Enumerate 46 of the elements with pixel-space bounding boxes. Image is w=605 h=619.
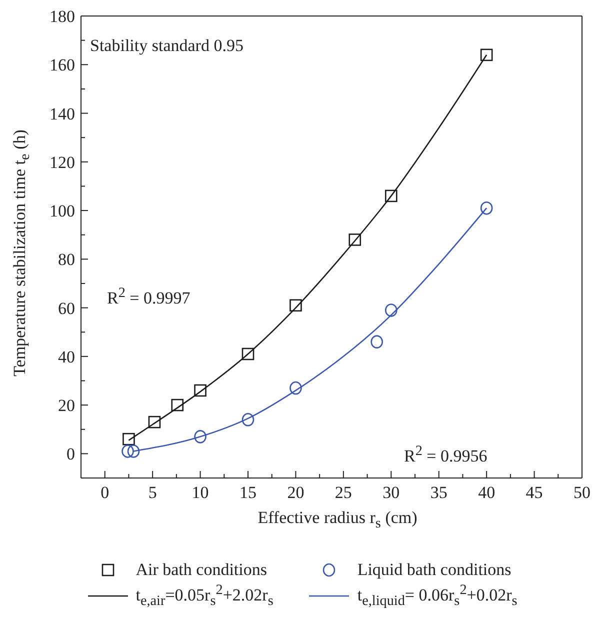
point — [384, 304, 398, 317]
y-tick-label: 0 — [66, 444, 75, 464]
point — [127, 444, 140, 458]
legend-label: t$_{e,air}$=0.05r$_{s}$$^{2}$+2.02r$_{s}$ — [136, 582, 274, 610]
x-tick-label: 40 — [478, 483, 496, 502]
annotation: Stability standard 0.95 — [90, 36, 244, 56]
y-tick-label: 160 — [50, 56, 75, 75]
point — [384, 190, 398, 202]
x-tick-label: 20 — [287, 483, 304, 502]
point — [194, 384, 206, 397]
point — [242, 348, 254, 360]
y-tick-label: 80 — [58, 250, 75, 270]
y-tick-label: 100 — [50, 202, 75, 221]
point — [171, 398, 184, 412]
point — [122, 444, 134, 458]
x-tick-label: 25 — [334, 483, 352, 502]
x-tick-label: 10 — [192, 483, 209, 502]
x-tick-label: 35 — [430, 483, 448, 502]
point — [290, 381, 302, 395]
y-tick-label: 120 — [50, 152, 75, 172]
annotation: R$^{2}$ = 0.9997 — [107, 285, 190, 309]
legend-label: Liquid bath conditions — [357, 560, 512, 580]
x-tick-label: 5 — [148, 483, 157, 502]
point — [194, 430, 206, 444]
point — [122, 432, 135, 446]
point — [480, 201, 493, 215]
point — [370, 335, 383, 348]
y-tick-label: 140 — [50, 104, 75, 124]
legend-label: Air bath conditions — [136, 560, 267, 580]
point — [348, 234, 362, 246]
legend-label: t$_{e,liquid}$= 0.06r$_{s}$$^{2}$+0.02r$_{s}$ — [357, 582, 518, 610]
point — [242, 412, 254, 426]
y-tick-label: 60 — [58, 298, 75, 318]
x-tick-label: 50 — [574, 483, 590, 502]
point — [148, 416, 161, 428]
x-tick-label: 30 — [382, 483, 400, 502]
y-tick-label: 40 — [58, 347, 75, 366]
x-tick-label: 0 — [100, 483, 110, 502]
y-tick-label: 180 — [50, 7, 75, 26]
point — [480, 48, 493, 62]
point — [290, 299, 302, 312]
x-tick-label: 15 — [240, 483, 256, 502]
y-tick-label: 20 — [58, 396, 75, 416]
annotation: R$^{2}$ = 0.9956 — [404, 443, 488, 467]
x-axis-title: Effective radius r$_{s}$ (cm) — [256, 508, 418, 532]
x-tick-label: 45 — [526, 483, 543, 502]
